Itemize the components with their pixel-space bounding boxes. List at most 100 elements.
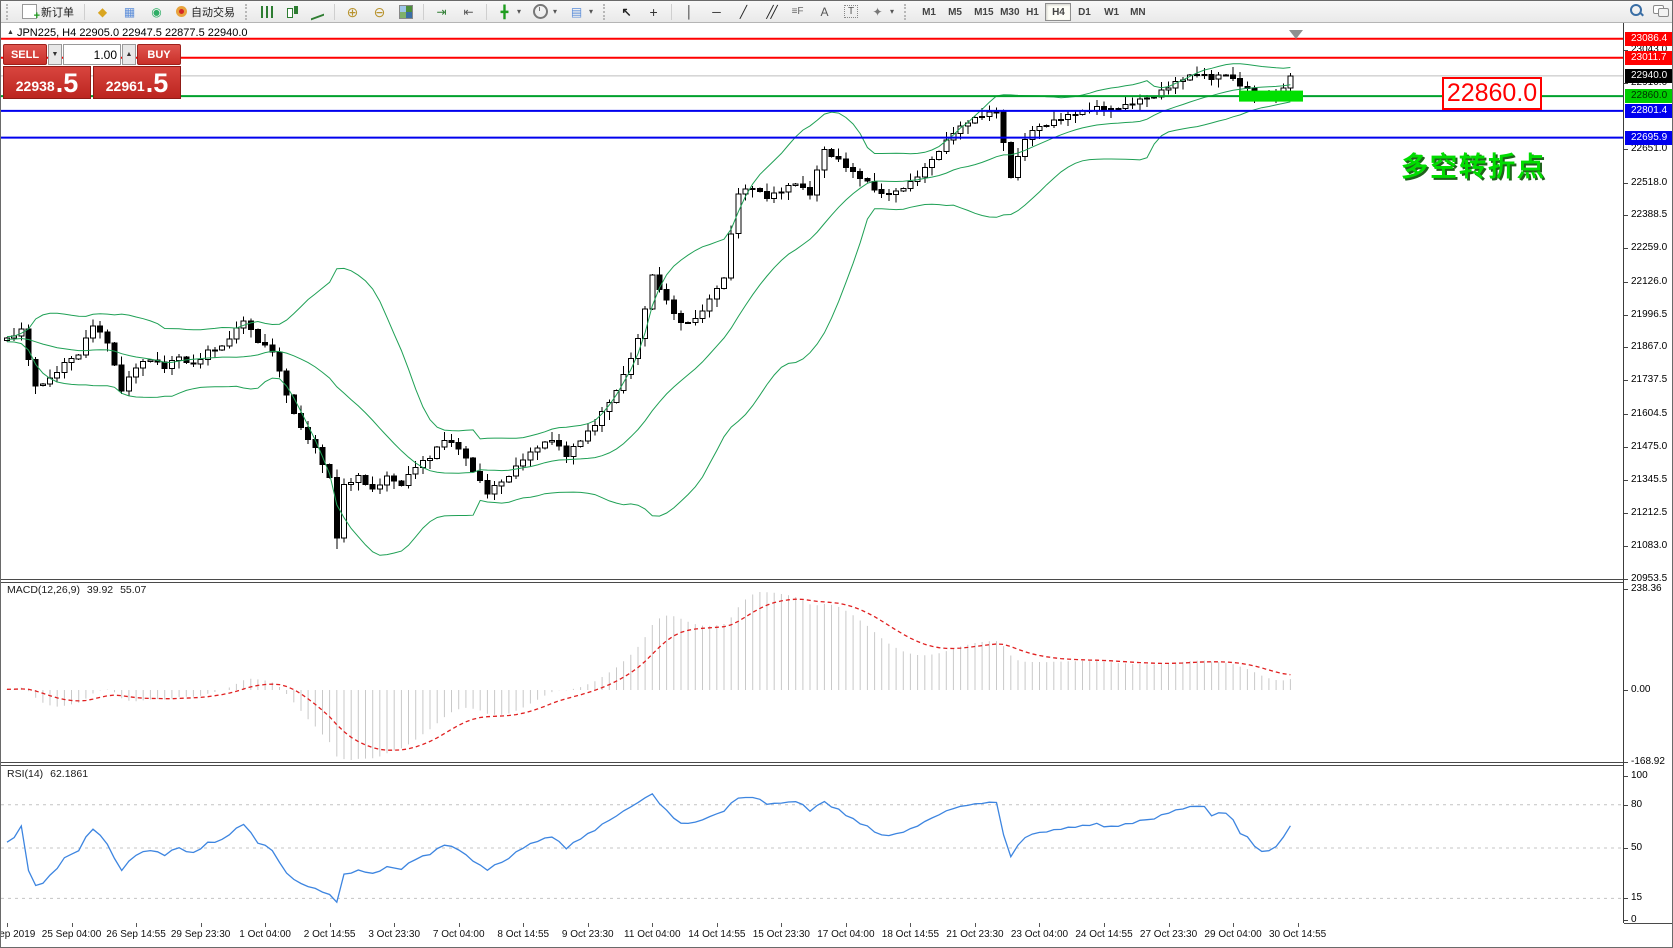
timeframe-h4[interactable]: H4 <box>1045 3 1072 21</box>
zoom-out-icon: ⊖ <box>373 3 386 20</box>
toolbar-grip[interactable] <box>6 3 12 20</box>
periods-menu-button[interactable]: ▾ <box>528 2 562 22</box>
time-label: 14 Oct 14:55 <box>688 929 746 940</box>
signals-button[interactable]: ◉ <box>144 2 169 22</box>
zoom-in-icon: ⊕ <box>346 3 359 20</box>
price-tick: 21737.5 <box>1624 374 1672 386</box>
indicators-menu-button[interactable]: ╋ ▾ <box>492 2 526 22</box>
bar-chart-icon <box>261 5 274 18</box>
rsi-axis-label: 100 <box>1624 770 1672 782</box>
template-icon: ▤ <box>570 4 583 19</box>
trendline-tool-button[interactable]: ╱ <box>731 2 756 22</box>
vertical-line-tool-button[interactable]: │ <box>677 2 702 22</box>
toolbar-grip[interactable] <box>245 3 251 20</box>
fibonacci-tool-button[interactable]: ≡F <box>785 2 810 22</box>
market-watch-button[interactable]: ◆ <box>90 2 115 22</box>
chart-shift-icon: ⇤ <box>463 4 474 19</box>
rsi-axis-label: 50 <box>1624 842 1672 854</box>
timeframe-m15[interactable]: M15 <box>967 3 993 21</box>
profiles-button[interactable]: ▦ <box>117 2 142 22</box>
channel-tool-button[interactable]: ╱╱ <box>758 2 783 22</box>
time-label: 2 Oct 14:55 <box>303 929 356 940</box>
timeframe-m1[interactable]: M1 <box>915 3 941 21</box>
time-label: 15 Oct 23:30 <box>752 929 810 940</box>
crosshair-tool-button[interactable]: + <box>641 2 666 22</box>
price-axis[interactable]: 23043.0 22910.0 22651.0 22518.0 22388.5 22259… <box>1624 23 1672 926</box>
volume-decrease-button[interactable]: ▼ <box>48 44 62 65</box>
macd-signal-line <box>6 598 1291 751</box>
volume-input[interactable] <box>63 44 121 65</box>
candles <box>4 66 1294 550</box>
search-icon[interactable] <box>1629 3 1643 17</box>
auto-scroll-button[interactable]: ⇥ <box>429 2 454 22</box>
timeframe-w1[interactable]: W1 <box>1097 3 1123 21</box>
buy-button[interactable]: BUY <box>137 44 181 65</box>
chart-shift-marker-icon[interactable] <box>1289 30 1303 39</box>
timeframe-d1[interactable]: D1 <box>1071 3 1097 21</box>
price-tick: 21083.0 <box>1624 540 1672 552</box>
line-chart-button[interactable] <box>306 2 329 22</box>
autotrading-label: 自动交易 <box>191 6 235 19</box>
zoom-in-button[interactable]: ⊕ <box>340 2 365 22</box>
text-label-tool-button[interactable]: T <box>839 2 863 22</box>
timeframe-m30[interactable]: M30 <box>993 3 1019 21</box>
price-tick: 21996.5 <box>1624 309 1672 321</box>
price-badge: 22940.0 <box>1625 68 1672 83</box>
cursor-tool-button[interactable]: ↖ <box>614 2 639 22</box>
time-label: 23 Sep 2019 <box>1 929 36 940</box>
buy-price[interactable]: 22961.5 <box>93 66 181 99</box>
volume-increase-button[interactable]: ▲ <box>122 44 136 65</box>
ohlc-toggle-icon[interactable]: ▲ <box>7 29 14 36</box>
toolbar-grip[interactable] <box>603 3 609 20</box>
chart-profile-icon: ▦ <box>123 4 136 19</box>
time-label: 3 Oct 23:30 <box>368 929 421 940</box>
sell-price[interactable]: 22938.5 <box>3 66 91 99</box>
one-click-trading-panel: SELL ▼ ▲ BUY 22938.5 22961.5 <box>3 44 181 99</box>
macd-signal-value: 55.07 <box>120 584 147 596</box>
price-tick: 21604.5 <box>1624 408 1672 420</box>
new-order-button[interactable]: + 新订单 <box>17 2 79 22</box>
ohlc-values: 22905.0 22947.5 22877.5 22940.0 <box>79 27 248 39</box>
time-axis[interactable]: 23 Sep 2019 25 Sep 04:00 26 Sep 14:55 29 Se… <box>1 923 1624 947</box>
price-badge: 23086.4 <box>1625 31 1672 46</box>
text-tool-button[interactable]: A <box>812 2 837 22</box>
timeframe-h1[interactable]: H1 <box>1019 3 1045 21</box>
horizontal-line-tool-button[interactable]: ─ <box>704 2 729 22</box>
time-label: 11 Oct 04:00 <box>624 929 681 940</box>
price-badge: 23011.7 <box>1625 50 1672 65</box>
macd-histogram <box>6 592 1291 760</box>
price-level-annotation[interactable]: 22860.0 <box>1442 77 1542 110</box>
candlestick-chart-button[interactable] <box>281 2 304 22</box>
zoom-out-button[interactable]: ⊖ <box>367 2 392 22</box>
time-label: 29 Oct 04:00 <box>1204 929 1262 940</box>
price-badge: 22695.9 <box>1625 130 1672 145</box>
timeframe-mn[interactable]: MN <box>1123 3 1149 21</box>
timeframe-m5[interactable]: M5 <box>941 3 967 21</box>
sell-button[interactable]: SELL <box>3 44 47 65</box>
new-order-label: 新订单 <box>41 6 74 19</box>
price-tick: 23043.0 <box>1624 44 1672 56</box>
time-label: 24 Oct 14:55 <box>1075 929 1133 940</box>
arrows-icon: ✦ <box>872 4 883 19</box>
toolbar-grip[interactable] <box>904 3 910 20</box>
macd-axis-label: 0.00 <box>1624 684 1672 696</box>
arrows-tool-button[interactable]: ✦ ▾ <box>865 2 899 22</box>
bar-chart-button[interactable] <box>256 2 279 22</box>
tile-windows-button[interactable] <box>394 2 418 22</box>
autotrading-icon <box>176 6 187 17</box>
rsi-axis-label: 0 <box>1624 914 1672 926</box>
highlight-bar <box>1239 90 1303 102</box>
templates-menu-button[interactable]: ▤ ▾ <box>564 2 598 22</box>
cursor-icon: ↖ <box>621 4 632 19</box>
main-pane <box>1 37 1623 556</box>
channel-icon: ╱╱ <box>766 4 777 19</box>
rsi-axis-label: 80 <box>1624 799 1672 811</box>
chat-icon[interactable] <box>1653 4 1669 17</box>
autotrading-button[interactable]: 自动交易 <box>171 2 240 22</box>
chart-shift-button[interactable]: ⇤ <box>456 2 481 22</box>
time-label: 1 Oct 04:00 <box>239 929 291 940</box>
tile-windows-icon <box>399 4 413 19</box>
cn-annotation[interactable]: 多空转折点 <box>1401 152 1546 182</box>
